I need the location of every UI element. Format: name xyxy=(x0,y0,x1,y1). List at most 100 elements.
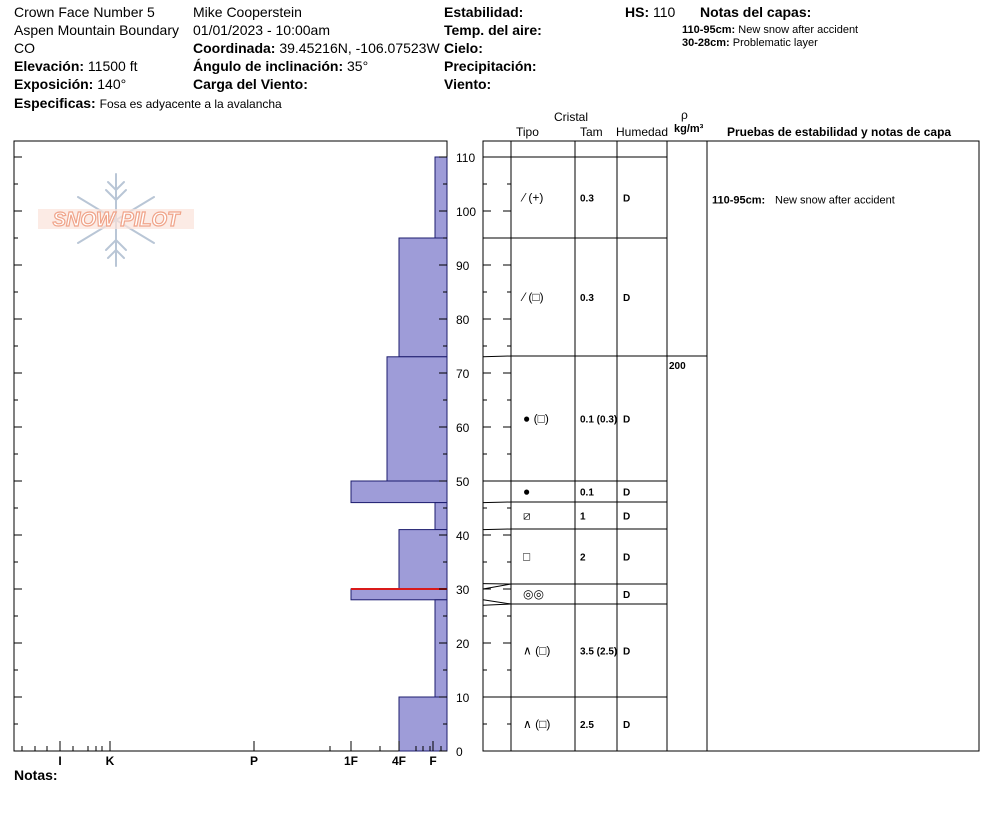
y-tick-label: 40 xyxy=(456,529,470,543)
y-tick-label: 70 xyxy=(456,367,470,381)
y-tick-label: 100 xyxy=(456,205,476,219)
moisture-value: D xyxy=(623,553,630,564)
layer-note-text: New snow after accident xyxy=(738,24,859,36)
hardness-bar xyxy=(398,529,448,590)
crystal-size: 0.3 xyxy=(580,293,594,304)
crystal-type: ◎◎ xyxy=(523,587,544,601)
specifics-value: Fosa es adyacente a la avalancha xyxy=(99,97,282,111)
state-code: CO xyxy=(14,40,35,56)
crystal-type: ● xyxy=(523,485,530,499)
y-tick-label: 110 xyxy=(456,151,475,165)
crystal-size: 1 xyxy=(580,512,586,523)
hardness-plot-frame xyxy=(13,140,448,752)
slope-angle-value: 35° xyxy=(347,58,369,74)
y-tick-label: 60 xyxy=(456,421,470,435)
elevation-value: 11500 ft xyxy=(87,58,138,74)
crystal-size: 0.3 xyxy=(580,194,594,205)
moisture-value: D xyxy=(623,720,630,731)
crystal-size: 2.5 xyxy=(580,720,594,731)
size-header: Tam xyxy=(580,125,603,139)
coordinates-label: Coordinada: xyxy=(193,40,276,56)
x-tick-label: P xyxy=(250,754,258,768)
layer-connector xyxy=(482,599,512,605)
crystal-type: ∧ (□) xyxy=(523,644,550,658)
snow-pilot-logo: SNOW PILOT xyxy=(38,173,194,267)
hs-value: 110 xyxy=(653,4,676,20)
y-tick-label: 90 xyxy=(456,259,470,273)
density-unit: kg/m³ xyxy=(674,123,704,135)
layer-test-note-text: New snow after accident xyxy=(775,195,895,207)
crystal-size: 3.5 (2.5) xyxy=(580,647,617,658)
stability-label: Estabilidad: xyxy=(444,4,524,20)
y-tick-label: 0 xyxy=(456,745,463,759)
crystal-type: ⁄ (+) xyxy=(520,191,543,205)
density-header: ρ xyxy=(681,108,688,122)
notes-label: Notas: xyxy=(14,767,58,783)
aspect-value: 140° xyxy=(97,76,127,92)
crystal-size: 0.1 xyxy=(580,488,594,499)
crystal-type: ⁄ (□) xyxy=(520,290,544,304)
x-tick-label: K xyxy=(106,754,115,768)
hardness-bar xyxy=(434,502,448,531)
moisture-value: D xyxy=(623,590,630,601)
layer-notes-title: Notas del capas: xyxy=(700,4,812,20)
layer-connector xyxy=(482,528,512,531)
slope-angle-label: Ángulo de inclinación: xyxy=(193,58,344,74)
observation-datetime: 01/01/2023 - 10:00am xyxy=(193,22,330,38)
location-name: Crown Face Number 5 xyxy=(14,4,155,20)
hs-label: HS: xyxy=(625,4,650,20)
stability-tests-header: Pruebas de estabilidad y notas de capa xyxy=(727,125,952,139)
layer-note-text: Problematic layer xyxy=(732,37,818,49)
hardness-bar xyxy=(350,588,448,601)
crystal-header: Cristal xyxy=(554,110,589,124)
area-name: Aspen Mountain Boundary xyxy=(14,22,179,38)
type-header: Tipo xyxy=(516,125,539,139)
wind-loading-label: Carga del Viento: xyxy=(193,76,308,92)
density-value: 200 xyxy=(669,361,686,372)
aspect-label: Exposición: xyxy=(14,76,94,92)
y-tick-label: 30 xyxy=(456,583,470,597)
hardness-bar xyxy=(434,156,448,239)
moisture-value: D xyxy=(623,512,630,523)
layer-note-range: 110-95cm: xyxy=(682,24,736,36)
x-tick-label: 1F xyxy=(344,754,358,768)
moisture-value: D xyxy=(623,488,630,499)
hardness-bar xyxy=(350,480,448,504)
logo-text: SNOW PILOT xyxy=(53,209,181,231)
layer-note: 30-28cm: Problematic layer xyxy=(682,37,818,50)
crystal-size: 0.1 (0.3) xyxy=(580,415,617,426)
precipitation-label: Precipitación: xyxy=(444,58,537,74)
y-tick-label: 80 xyxy=(456,313,470,327)
moisture-header: Humedad xyxy=(616,125,669,139)
y-tick-label: 20 xyxy=(456,637,470,651)
observer-name: Mike Cooperstein xyxy=(193,4,302,20)
elevation-row: Elevación: 11500 ft xyxy=(14,58,137,74)
hardness-bar xyxy=(386,356,448,482)
crystal-type: ⧄ xyxy=(523,509,531,523)
layer-note: 110-95cm: New snow after accident xyxy=(682,24,858,37)
y-tick-label: 50 xyxy=(456,475,470,489)
crystal-size: 2 xyxy=(580,553,586,564)
crystal-type: ∧ (□) xyxy=(523,717,550,731)
y-tick-label: 10 xyxy=(456,691,470,705)
sky-label: Cielo: xyxy=(444,40,483,56)
crystal-type: ● (□) xyxy=(523,412,549,426)
layer-connector xyxy=(482,501,512,504)
elevation-label: Elevación: xyxy=(14,58,85,74)
layer-table-frame xyxy=(482,140,980,752)
aspect-row: Exposición: 140° xyxy=(14,76,126,92)
x-tick-label: 4F xyxy=(392,754,406,768)
layer-connector xyxy=(482,355,512,358)
layer-connector xyxy=(482,603,512,606)
crystal-type: □ xyxy=(523,550,530,564)
moisture-value: D xyxy=(623,293,630,304)
slope-angle-row: Ángulo de inclinación: 35° xyxy=(193,58,368,74)
layer-test-note-range: 110-95cm: xyxy=(712,195,765,207)
moisture-value: D xyxy=(623,647,630,658)
specifics-label: Especificas: xyxy=(14,95,96,111)
specifics-row: Especificas: Fosa es adyacente a la aval… xyxy=(14,95,282,111)
hardness-bar xyxy=(398,237,448,358)
layer-connector xyxy=(482,583,512,590)
x-tick-label: I xyxy=(58,754,61,768)
